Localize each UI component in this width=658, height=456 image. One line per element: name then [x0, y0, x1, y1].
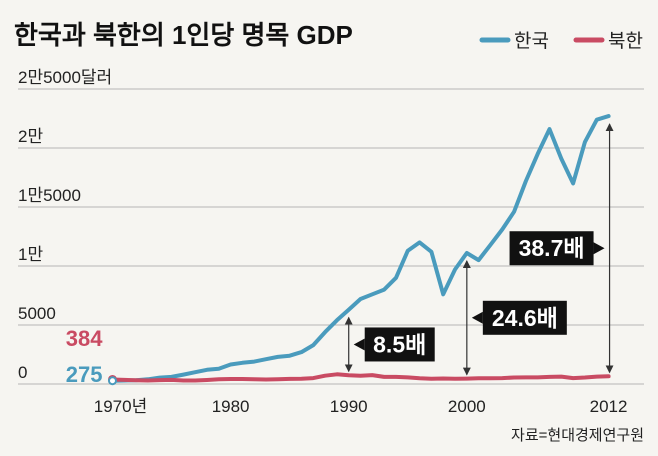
y-tick-label: 5000 — [18, 304, 56, 323]
x-tick-label: 2012 — [590, 397, 628, 416]
series-line-north-korea — [110, 372, 611, 383]
annotation-layer: 384 275 8.5배 24.6배 38.7배 — [66, 123, 614, 387]
annotation-box — [482, 300, 567, 335]
chart-title: 한국과 북한의 1인당 명목 GDP — [14, 20, 353, 50]
start-value-label: 275 — [66, 362, 103, 387]
series-layer — [110, 114, 611, 383]
legend-label: 북한 — [608, 30, 643, 52]
y-tick-label: 0 — [18, 363, 27, 382]
y-tick-label: 2만 — [18, 127, 43, 146]
x-axis-labels: 1970년 1980 1990 2000 2012 — [94, 397, 628, 416]
source-note: 자료=현대경제연구원 — [511, 427, 644, 444]
x-tick-label: 1990 — [330, 397, 368, 416]
annotation-pointer — [593, 242, 605, 255]
y-tick-label: 1만 — [18, 245, 43, 264]
series-line-south-korea — [110, 114, 611, 383]
start-value-label: 384 — [66, 326, 103, 351]
annotation-label: 8.5배 — [373, 331, 426, 357]
annotation-box — [509, 231, 594, 266]
x-tick-label: 2000 — [448, 397, 486, 416]
annotation-box — [364, 327, 435, 362]
y-tick-label: 2만5000달러 — [18, 68, 112, 87]
annotation-pointer — [471, 311, 483, 324]
x-tick-label: 1980 — [212, 397, 250, 416]
grid-lines — [18, 88, 644, 385]
legend: 한국 북한 — [479, 30, 643, 52]
annotation-label: 38.7배 — [519, 235, 585, 261]
legend-label: 한국 — [514, 30, 549, 52]
annotation-pointer — [353, 338, 365, 351]
start-marker — [107, 376, 117, 386]
x-tick-label: 1970년 — [94, 397, 147, 416]
y-tick-label: 1만5000 — [18, 186, 81, 205]
y-axis-labels: 0 5000 1만 1만5000 2만 2만5000달러 — [18, 68, 112, 382]
annotation-label: 24.6배 — [492, 305, 558, 331]
